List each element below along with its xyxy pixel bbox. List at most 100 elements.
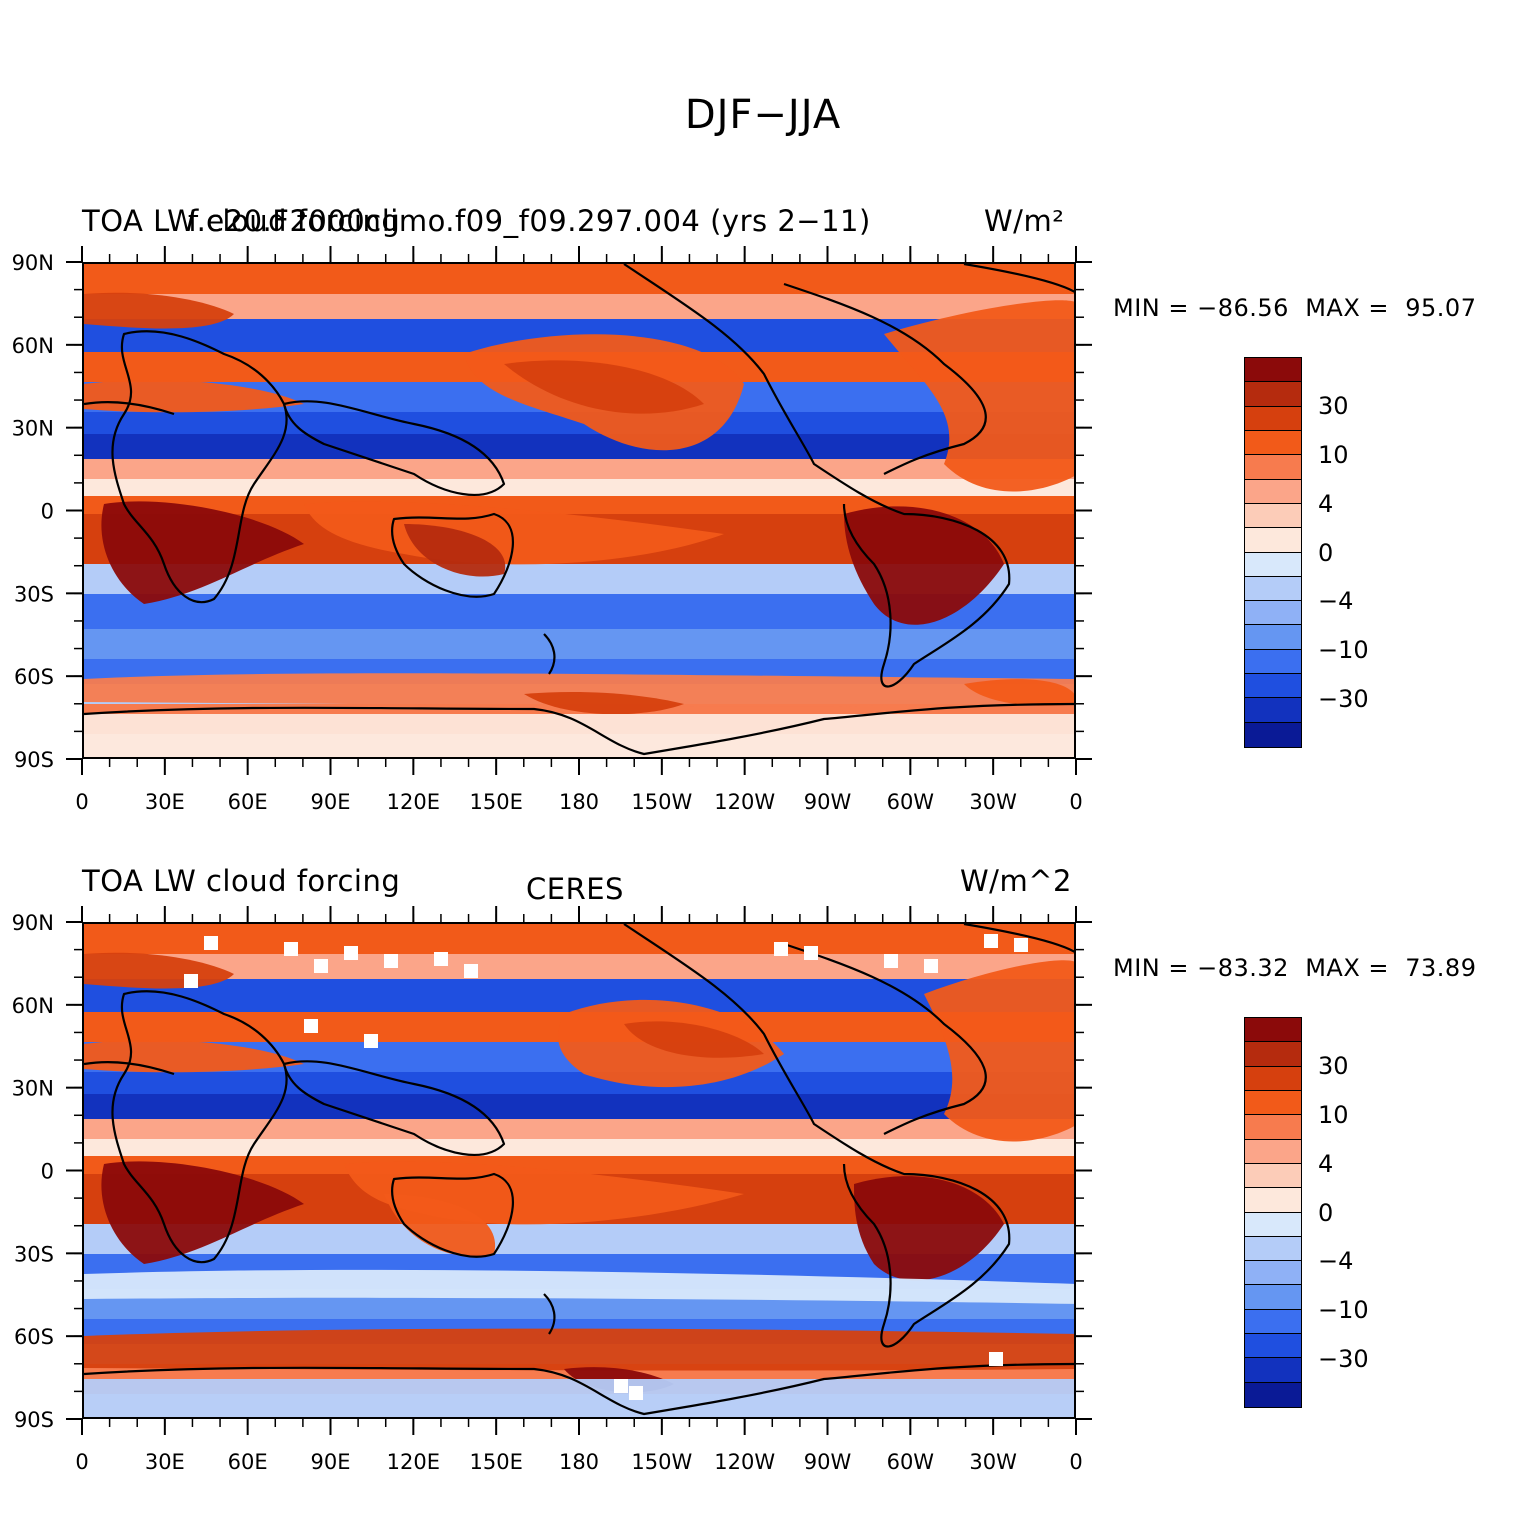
panel-model: TOA LW cloud forcing f.e20.F2000climo.f0… [0, 190, 1526, 850]
map-plot-area [82, 922, 1076, 1419]
lat-tick-label: 30S [14, 582, 54, 606]
lon-tick-label: 60E [228, 790, 268, 814]
colorbar-swatch [1245, 1236, 1301, 1262]
colorbar-tick-label: 30 [1318, 1051, 1349, 1080]
lon-tick-label: 60E [228, 1450, 268, 1474]
colorbar-tick-label: −4 [1318, 587, 1354, 616]
min-label: MIN = −86.56 MAX = 95.07 [1113, 294, 1477, 322]
lon-tick-label: 90E [311, 790, 351, 814]
lon-tick-label: 90W [804, 790, 852, 814]
min-label: MIN = −83.32 MAX = 73.89 [1113, 954, 1477, 982]
lon-tick-label: 30E [145, 1450, 185, 1474]
colorbar-swatch [1245, 503, 1301, 529]
colorbar-swatch [1245, 625, 1301, 650]
colorbar-swatch [1245, 698, 1301, 723]
colorbar-swatch [1245, 552, 1301, 577]
lon-tick-label: 120E [387, 1450, 440, 1474]
colorbar-tick-label: 30 [1318, 391, 1349, 420]
colorbar-swatch [1245, 1066, 1301, 1091]
colorbar-swatch [1245, 479, 1301, 504]
colorbar-swatch [1245, 528, 1301, 553]
colorbar-swatch [1245, 1285, 1301, 1310]
colorbar-tick-label: 10 [1318, 440, 1349, 469]
colorbar-swatch [1245, 1163, 1301, 1189]
panel-dataset-label: CERES [526, 872, 624, 906]
lat-tick-label: 90N [12, 251, 54, 275]
colorbar [1244, 1017, 1302, 1408]
panel-obs: TOA LW cloud forcing CERES W/m^2 90N 60N 3… [0, 850, 1526, 1510]
colorbar-swatch [1245, 455, 1301, 480]
lon-tick-label: 120W [714, 790, 775, 814]
lon-tick-label: 90W [804, 1450, 852, 1474]
colorbar-swatch [1245, 1042, 1301, 1067]
colorbar-tick-label: 4 [1318, 1149, 1334, 1178]
panel-units-label: W/m^2 [960, 864, 1072, 898]
colorbar [1244, 357, 1302, 748]
map-plot-area [82, 262, 1076, 759]
lon-tick-label: 60W [887, 790, 935, 814]
colorbar-swatch [1245, 1188, 1301, 1213]
lat-tick-label: 60S [14, 665, 54, 689]
colorbar-tick-label: −10 [1318, 636, 1369, 665]
figure-title: DJF−JJA [684, 92, 842, 138]
lat-tick-label: 30S [14, 1242, 54, 1266]
lon-tick-label: 30W [969, 1450, 1017, 1474]
colorbar-swatch [1245, 430, 1301, 456]
lat-tick-label: 90S [14, 1408, 54, 1432]
contour-map [84, 264, 1074, 757]
colorbar-tick-label: 0 [1318, 1198, 1334, 1227]
lon-tick-label: 60W [887, 1450, 935, 1474]
lon-tick-label: 0 [75, 790, 88, 814]
lon-tick-label: 30E [145, 790, 185, 814]
colorbar-tick-label: 4 [1318, 489, 1334, 518]
lat-tick-label: 0 [41, 1160, 54, 1184]
colorbar-swatch [1245, 601, 1301, 626]
lon-tick-label: 120W [714, 1450, 775, 1474]
colorbar-swatch [1245, 722, 1301, 747]
lon-tick-label: 0 [1069, 790, 1082, 814]
lat-tick-label: 60S [14, 1325, 54, 1349]
lon-tick-label: 150W [631, 790, 692, 814]
lon-tick-label: 180 [559, 1450, 599, 1474]
panel-variable-label: TOA LW cloud forcing [82, 864, 401, 898]
colorbar-swatch [1245, 1090, 1301, 1116]
lon-tick-label: 90E [311, 1450, 351, 1474]
lon-tick-label: 150E [469, 1450, 522, 1474]
colorbar-swatch [1245, 1115, 1301, 1140]
panel-units-label: W/m² [984, 204, 1065, 238]
colorbar-swatch [1245, 1139, 1301, 1164]
map-axes: 90N 60N 30N 0 30S 60S 90S 0 30E 60E 90E 120E 150E 180… [12, 246, 1092, 814]
lat-tick-label: 30N [12, 417, 54, 441]
lon-tick-label: 180 [559, 790, 599, 814]
lat-tick-label: 0 [41, 500, 54, 524]
colorbar-tick-label: 10 [1318, 1100, 1349, 1129]
panel-variable-label: TOA LW cloud forcing [82, 204, 401, 238]
lat-tick-label: 90N [12, 911, 54, 935]
lat-tick-label: 90S [14, 748, 54, 772]
lon-tick-label: 30W [969, 790, 1017, 814]
colorbar-swatch [1245, 1018, 1301, 1043]
colorbar-swatch [1245, 1309, 1301, 1335]
colorbar-tick-label: 0 [1318, 538, 1334, 567]
colorbar-swatch [1245, 358, 1301, 383]
lon-tick-label: 0 [75, 1450, 88, 1474]
colorbar-tick-label: −30 [1318, 1345, 1369, 1374]
lat-tick-label: 60N [12, 334, 54, 358]
lon-tick-label: 120E [387, 790, 440, 814]
colorbar-swatch [1245, 649, 1301, 675]
colorbar-swatch [1245, 1261, 1301, 1286]
colorbar-swatch [1245, 576, 1301, 602]
colorbar-swatch [1245, 674, 1301, 699]
colorbar-tick-label: −10 [1318, 1296, 1369, 1325]
colorbar-swatch [1245, 1334, 1301, 1359]
lon-tick-label: 150W [631, 1450, 692, 1474]
lat-tick-label: 60N [12, 994, 54, 1018]
colorbar-swatch [1245, 382, 1301, 407]
map-axes: 90N 60N 30N 0 30S 60S 90S 0 30E 60E 90E 120E 150E 180… [12, 906, 1092, 1474]
colorbar-swatch [1245, 406, 1301, 431]
colorbar-swatch [1245, 1212, 1301, 1237]
lat-tick-label: 30N [12, 1077, 54, 1101]
colorbar-swatch [1245, 1382, 1301, 1407]
colorbar-tick-label: −30 [1318, 685, 1369, 714]
lon-tick-label: 0 [1069, 1450, 1082, 1474]
